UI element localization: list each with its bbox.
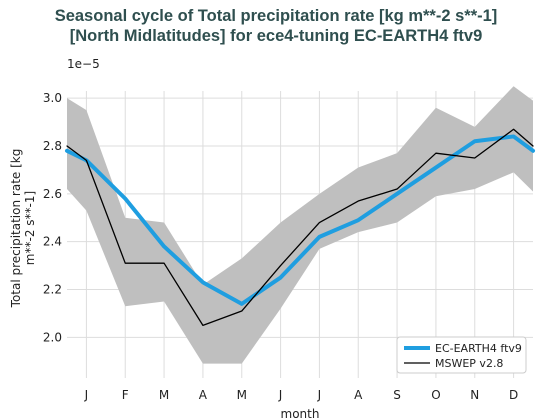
chart-title-line1: Seasonal cycle of Total precipitation ra… xyxy=(54,7,498,25)
series-line-mswep xyxy=(66,128,534,327)
y-tick-label-2: 2.4 xyxy=(43,235,62,249)
x-tick-label-1: F xyxy=(122,388,129,402)
x-tick-label-8: S xyxy=(393,388,401,402)
spread-band-area xyxy=(67,86,533,364)
x-tick-label-0: J xyxy=(84,388,89,402)
y-tick-label-5: 3.0 xyxy=(43,91,62,105)
chart-title: Seasonal cycle of Total precipitation ra… xyxy=(0,6,552,46)
chart-title-line2: [North Midlatitudes] for ece4-tuning EC-… xyxy=(69,27,483,45)
x-tick-label-2: M xyxy=(159,388,169,402)
legend-label-mswep: MSWEP v2.8 xyxy=(435,357,503,370)
y-tick-labels: 2.0 2.2 2.4 2.6 2.8 3.0 xyxy=(43,91,62,344)
x-tick-label-4: M xyxy=(237,388,247,402)
y-axis-label-line1: Total precipitation rate [kg xyxy=(9,149,23,309)
series-line-ecearth xyxy=(65,134,535,306)
y-tick-label-0: 2.0 xyxy=(43,330,62,344)
series-lines xyxy=(65,128,535,327)
y-multiplier-label: 1e−5 xyxy=(67,57,100,71)
legend: EC-EARTH4 ftv9 MSWEP v2.8 xyxy=(396,336,527,374)
spread-band xyxy=(67,86,533,364)
y-axis-label-line2: m**-2 s**-1] xyxy=(23,191,37,265)
x-tick-label-11: D xyxy=(509,388,518,402)
x-tick-label-10: N xyxy=(470,388,479,402)
x-axis-label: month xyxy=(281,407,320,420)
y-tick-label-4: 2.8 xyxy=(43,139,62,153)
x-tick-label-9: O xyxy=(431,388,440,402)
legend-label-ecearth: EC-EARTH4 ftv9 xyxy=(435,342,522,355)
y-axis-label: Total precipitation rate [kg m**-2 s**-1… xyxy=(9,149,37,309)
x-tick-label-5: J xyxy=(278,388,283,402)
x-tick-label-7: A xyxy=(354,388,363,402)
y-tick-label-3: 2.6 xyxy=(43,187,62,201)
x-tick-label-6: J xyxy=(317,388,322,402)
x-tick-label-3: A xyxy=(199,388,208,402)
y-tick-label-1: 2.2 xyxy=(43,283,62,297)
